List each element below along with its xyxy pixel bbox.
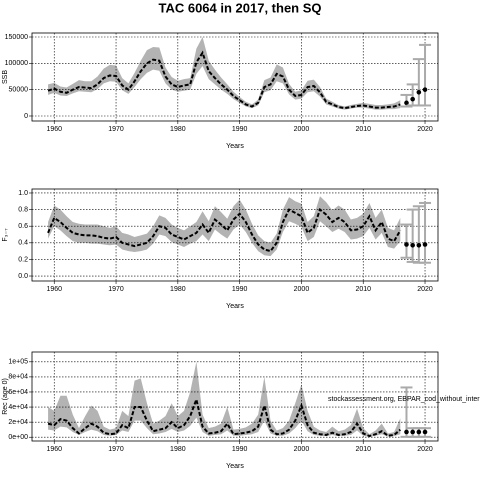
forecast-point xyxy=(410,96,415,102)
forecast-point xyxy=(416,242,422,248)
y-tick-label: 0 xyxy=(24,113,28,120)
x-tick-label: 1990 xyxy=(232,126,248,133)
x-tick-label: 2020 xyxy=(417,446,433,453)
forecast-point xyxy=(410,429,415,435)
x-tick-label: 1960 xyxy=(46,446,62,453)
plot-frame xyxy=(31,351,439,442)
x-tick-label: 2000 xyxy=(294,286,310,293)
y-tick-label: 0.4 xyxy=(18,240,28,247)
x-tick-label: 1990 xyxy=(232,446,248,453)
y-tick-label: 150000 xyxy=(5,34,28,41)
x-tick-label: 2010 xyxy=(355,446,371,453)
x-tick-label: 2000 xyxy=(294,126,310,133)
x-tick-label: 2020 xyxy=(417,126,433,133)
x-tick-label: 1970 xyxy=(108,126,124,133)
forecast-point xyxy=(422,429,428,435)
estimate-line xyxy=(47,207,402,253)
forecast-point xyxy=(422,87,428,92)
x-axis-label: Years xyxy=(226,143,244,150)
confidence-band xyxy=(48,37,401,110)
plot-frame xyxy=(31,188,439,282)
x-tick-label: 1980 xyxy=(170,126,186,133)
x-axis-label: Years xyxy=(226,303,244,310)
x-tick-label: 1980 xyxy=(170,446,186,453)
y-tick-label: 0.6 xyxy=(18,223,28,230)
x-tick-label: 2020 xyxy=(417,286,433,293)
forecast-point xyxy=(416,429,422,435)
x-tick-label: 1990 xyxy=(232,286,248,293)
forecast-point xyxy=(404,242,409,247)
y-tick-label: 0.2 xyxy=(18,256,28,263)
annotation: stockassessment.org, EBPAR_cod_without_i… xyxy=(328,396,480,403)
x-tick-label: 1970 xyxy=(108,286,124,293)
forecast-point xyxy=(416,89,422,95)
y-tick-label: 6e+04 xyxy=(8,389,28,396)
y-tick-label: 1.0 xyxy=(18,190,28,197)
estimate-line xyxy=(47,50,401,110)
y-axis-label: SSB xyxy=(2,70,9,84)
y-tick-label: 50000 xyxy=(9,87,29,94)
y-tick-label: 0e+00 xyxy=(8,434,28,441)
forecast-point xyxy=(410,242,415,248)
y-axis-label: Rec (age 0) xyxy=(2,378,9,415)
page-title: TAC 6064 in 2017, then SQ xyxy=(158,0,321,15)
x-tick-label: 2010 xyxy=(355,126,371,133)
x-tick-label: 1960 xyxy=(46,126,62,133)
x-tick-label: 1970 xyxy=(108,446,124,453)
x-tick-label: 1960 xyxy=(46,286,62,293)
y-tick-label: 0.0 xyxy=(18,273,28,280)
y-tick-label: 2e+04 xyxy=(8,419,28,426)
x-tick-label: 2000 xyxy=(294,446,310,453)
x-axis-label: Years xyxy=(226,463,244,470)
confidence-band xyxy=(48,361,401,437)
estimate-line xyxy=(47,396,401,438)
y-tick-label: 8e+04 xyxy=(8,374,28,381)
plot-frame xyxy=(31,32,439,122)
forecast-point xyxy=(404,429,409,435)
y-tick-label: 1e+05 xyxy=(8,359,28,366)
y-tick-label: 100000 xyxy=(5,60,28,67)
y-tick-label: 0.8 xyxy=(18,206,28,213)
y-tick-label: 4e+04 xyxy=(8,404,28,411)
x-tick-label: 1980 xyxy=(170,286,186,293)
x-tick-label: 2010 xyxy=(355,286,371,293)
y-axis-label: F₃₋₇ xyxy=(2,228,9,242)
forecast-point xyxy=(404,100,409,106)
forecast-point xyxy=(422,242,428,247)
